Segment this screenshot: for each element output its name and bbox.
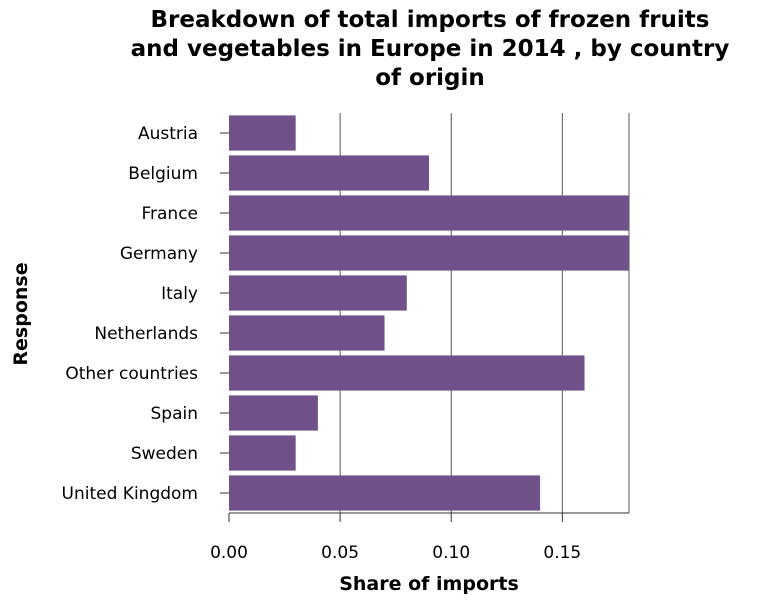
chart-title-line-1: Breakdown of total imports of frozen fru… [150, 7, 710, 33]
x-tick-label-0: 0.00 [210, 543, 248, 563]
bar-austria [229, 115, 296, 151]
y-tick-label-3: Germany [120, 244, 198, 264]
bar-united-kingdom [229, 475, 541, 511]
y-axis-title: Response [10, 262, 32, 365]
bar-italy [229, 275, 407, 311]
bar-netherlands [229, 315, 385, 351]
bars [229, 115, 629, 511]
x-axis-title: Share of imports [339, 573, 519, 595]
y-tick-label-4: Italy [161, 284, 198, 304]
y-tick-label-1: Belgium [128, 164, 198, 184]
bar-other-countries [229, 355, 585, 391]
bar-germany [229, 235, 629, 271]
chart-title-line-2: and vegetables in Europe in 2014 , by co… [130, 36, 730, 62]
y-tick-label-8: Sweden [131, 444, 198, 464]
bar-sweden [229, 435, 296, 471]
bar-france [229, 195, 629, 231]
x-tick-label-2: 0.10 [432, 543, 470, 563]
y-tick-label-7: Spain [151, 404, 199, 424]
y-tick-label-9: United Kingdom [62, 484, 198, 504]
y-tick-label-0: Austria [138, 124, 198, 144]
chart-title: Breakdown of total imports of frozen fru… [60, 6, 776, 93]
y-tick-label-2: France [141, 204, 198, 224]
x-tick-label-1: 0.05 [321, 543, 359, 563]
bar-spain [229, 395, 318, 431]
bar-belgium [229, 155, 429, 191]
chart-title-line-3: of origin [375, 65, 485, 91]
y-tick-label-6: Other countries [65, 364, 198, 384]
axes: 0.00 0.05 0.10 0.15 Austria Belgium France Germ… [62, 124, 629, 563]
x-tick-label-3: 0.15 [543, 543, 581, 563]
y-tick-label-5: Netherlands [94, 324, 198, 344]
